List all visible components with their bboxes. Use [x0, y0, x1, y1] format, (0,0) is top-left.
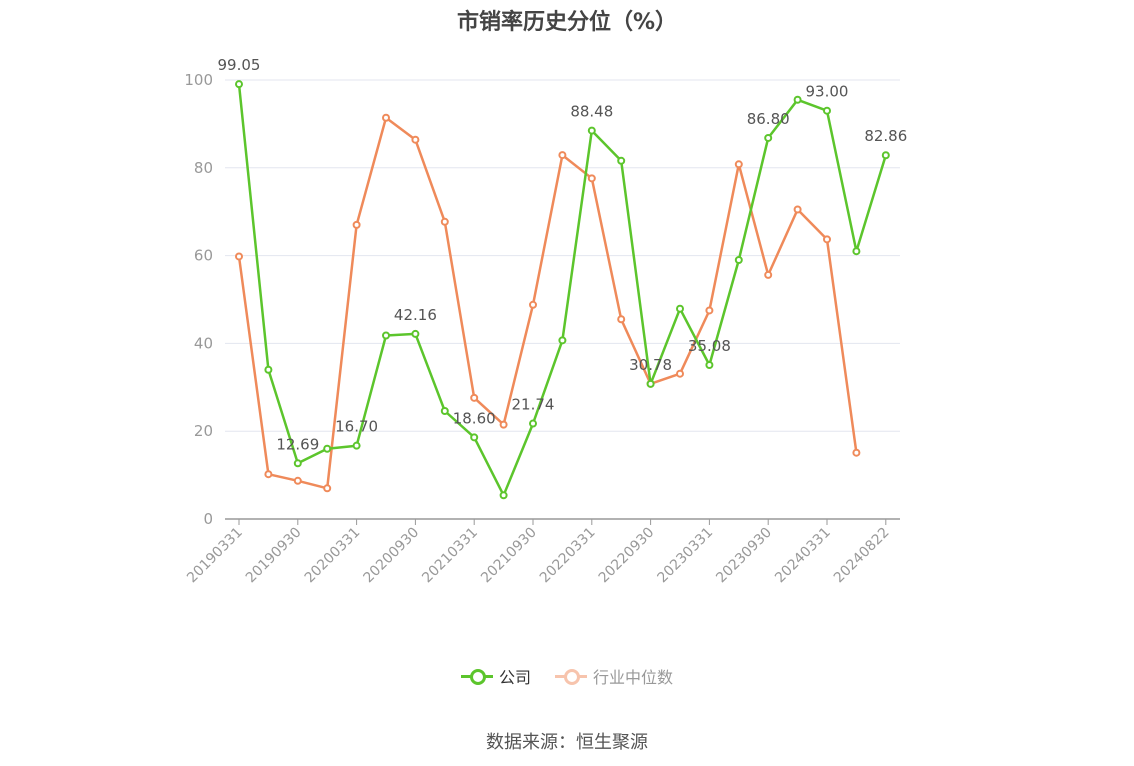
- data-point-company: [646, 379, 655, 388]
- y-tick-label: 0: [203, 510, 213, 528]
- data-label: 82.86: [864, 127, 907, 145]
- x-tick-label: 20190331: [184, 525, 246, 587]
- data-point-company: [323, 444, 332, 453]
- data-label: 99.05: [218, 56, 261, 74]
- data-point-industry-median: [823, 235, 831, 244]
- data-label: 93.00: [806, 83, 849, 101]
- data-label: 12.69: [276, 435, 319, 453]
- data-label: 21.74: [512, 396, 555, 414]
- data-point-company: [793, 95, 802, 104]
- x-tick-label: 20230331: [655, 525, 717, 587]
- data-point-company: [352, 441, 361, 450]
- data-source: 数据来源：恒生聚源: [486, 732, 648, 753]
- data-point-company: [293, 459, 302, 468]
- data-point-company: [558, 336, 567, 345]
- data-point-company: [235, 80, 243, 89]
- data-point-industry-median: [499, 420, 508, 429]
- data-point-industry-median: [558, 151, 567, 160]
- data-point-industry-median: [411, 135, 420, 144]
- data-point-industry-median: [235, 252, 243, 261]
- chart-title: 市销率历史分位（%）: [456, 10, 678, 35]
- x-tick-label: 20220930: [596, 525, 658, 587]
- x-tick-label: 20200331: [302, 525, 364, 587]
- data-point-company: [852, 247, 861, 256]
- data-point-industry-median: [587, 174, 596, 183]
- data-point-industry-median: [293, 476, 302, 485]
- data-point-industry-median: [764, 270, 773, 279]
- legend-swatch-company: [460, 668, 493, 685]
- data-label: 18.60: [453, 409, 496, 427]
- data-label: 42.16: [394, 306, 437, 324]
- data-point-company: [734, 255, 743, 264]
- x-tick-label: 20240822: [831, 525, 893, 587]
- data-label: 35.08: [688, 337, 731, 355]
- data-point-industry-median: [617, 315, 626, 324]
- legend-item-company[interactable]: 公司: [460, 664, 531, 688]
- x-tick-label: 20240331: [772, 525, 834, 587]
- data-point-industry-median: [676, 369, 684, 378]
- data-point-industry-median: [705, 306, 714, 315]
- data-point-company: [881, 151, 890, 160]
- legend-swatch-industry-median: [555, 668, 587, 685]
- data-point-industry-median: [440, 217, 449, 226]
- data-label: 16.70: [335, 418, 378, 436]
- x-tick-label: 20210331: [419, 525, 481, 587]
- data-point-industry-median: [852, 448, 861, 457]
- series-line-industry-median: [237, 116, 858, 490]
- data-point-company: [470, 433, 479, 442]
- data-label: 88.48: [570, 103, 613, 121]
- data-point-company: [676, 304, 684, 313]
- y-tick-label: 80: [194, 159, 213, 177]
- legend-item-industry-median[interactable]: 行业中位数: [555, 664, 673, 688]
- x-tick-label: 20200930: [361, 525, 423, 587]
- data-point-industry-median: [734, 160, 743, 169]
- x-tick-label: 20190930: [243, 525, 305, 587]
- data-point-company: [499, 491, 508, 500]
- data-point-company: [823, 106, 831, 115]
- data-point-company: [587, 126, 596, 135]
- data-point-company: [411, 329, 420, 338]
- data-point-company: [617, 156, 626, 165]
- data-point-company: [382, 331, 390, 340]
- data-point-company: [440, 407, 449, 416]
- data-point-company: [529, 419, 537, 428]
- data-point-company: [705, 360, 714, 369]
- y-tick-label: 40: [194, 334, 213, 352]
- data-point-industry-median: [529, 300, 537, 309]
- legend-label-company: 公司: [498, 668, 531, 687]
- data-label: 30.78: [629, 356, 672, 374]
- y-tick-label: 100: [184, 71, 213, 89]
- x-tick-label: 20210930: [478, 525, 540, 587]
- data-point-company: [764, 133, 773, 142]
- data-point-company: [264, 365, 273, 374]
- data-point-industry-median: [352, 220, 361, 229]
- y-tick-label: 20: [194, 422, 213, 440]
- data-point-industry-median: [793, 205, 802, 214]
- x-tick-label: 20220331: [537, 525, 599, 587]
- chart-legend: 公司 行业中位数: [0, 664, 1134, 688]
- data-label: 86.80: [747, 110, 790, 128]
- data-point-industry-median: [323, 484, 332, 493]
- data-point-industry-median: [264, 470, 273, 479]
- data-point-industry-median: [470, 393, 479, 402]
- data-point-industry-median: [382, 113, 390, 122]
- x-tick-label: 20230930: [713, 525, 775, 587]
- y-tick-label: 60: [194, 247, 213, 265]
- legend-label-industry-median: 行业中位数: [593, 668, 674, 687]
